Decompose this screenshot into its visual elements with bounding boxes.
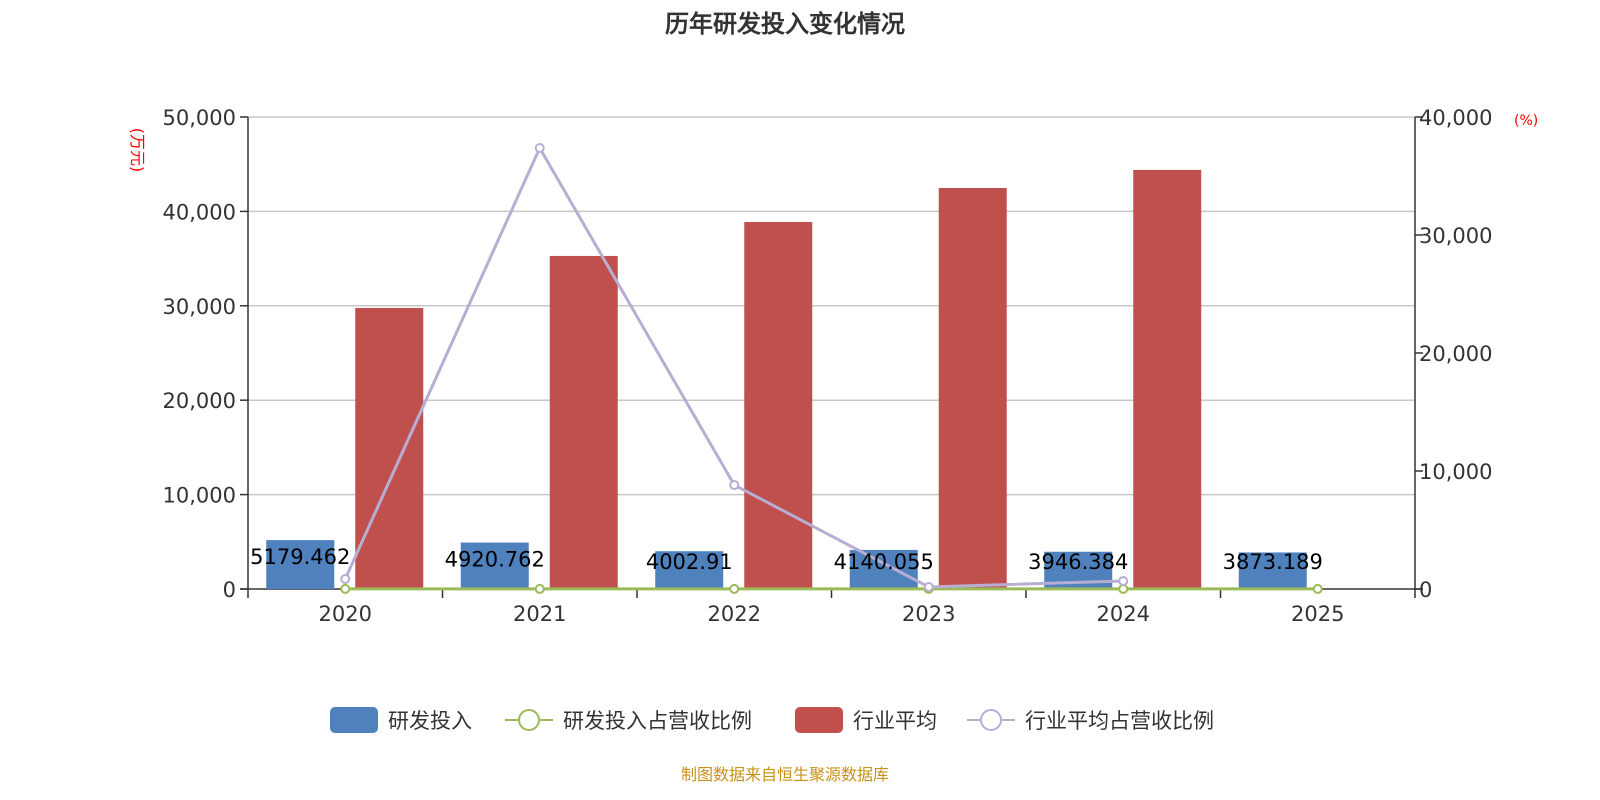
y-left-tick-label: 40,000 xyxy=(163,200,236,224)
bar-rd-investment xyxy=(849,549,918,589)
bar-data-label: 3946.384 xyxy=(1028,550,1128,574)
bar-industry-average xyxy=(1133,169,1202,589)
x-tick-label: 2023 xyxy=(902,602,955,626)
y-right-tick-label: 10,000 xyxy=(1419,460,1492,484)
industry-ratio-point xyxy=(923,581,934,592)
footer-source: 制图数据来自恒生聚源数据库 xyxy=(681,765,889,784)
rd-ratio-point xyxy=(729,583,740,594)
x-tick-label: 2025 xyxy=(1291,602,1344,626)
y-right-unit-label: (%) xyxy=(1514,113,1538,129)
bar-data-label: 4002.91 xyxy=(646,550,733,574)
bar-data-label: 5179.462 xyxy=(250,545,350,569)
y-left-tick-label: 20,000 xyxy=(163,389,236,413)
x-tick-label: 2024 xyxy=(1097,602,1150,626)
industry-ratio-point xyxy=(729,480,740,491)
legend-label[interactable]: 研发投入占营收比例 xyxy=(563,709,752,733)
legend-swatch-marker xyxy=(980,709,1002,731)
bar-rd-investment xyxy=(460,542,529,589)
industry-ratio-point xyxy=(534,143,545,154)
x-tick-label: 2020 xyxy=(319,602,372,626)
y-left-tick-label: 30,000 xyxy=(163,295,236,319)
legend: 研发投入 研发投入占营收比例 行业平均 行业平均占营收比例 xyxy=(330,707,1214,733)
grid xyxy=(248,116,1415,496)
bar-rd-investment xyxy=(266,540,335,589)
y-left-unit-label: (万元) xyxy=(128,128,147,173)
legend-label[interactable]: 行业平均 xyxy=(853,709,937,733)
bar-rd-investment xyxy=(655,551,724,589)
rd-ratio-point xyxy=(1312,583,1323,594)
rd-ratio-point xyxy=(1118,583,1129,594)
bar-industry-average xyxy=(744,221,813,590)
rd-ratio-point xyxy=(534,583,545,594)
legend-label[interactable]: 行业平均占营收比例 xyxy=(1025,709,1214,733)
x-tick-label: 2021 xyxy=(513,602,566,626)
y-right-tick-label: 20,000 xyxy=(1419,342,1492,366)
legend-swatch-bar xyxy=(330,707,378,733)
bar-data-label: 3873.189 xyxy=(1223,550,1323,574)
y-right-tick-label: 30,000 xyxy=(1419,224,1492,248)
axes: 0 10,000 20,000 30,000 40,000 50,000 0 10,000 20… xyxy=(128,106,1538,626)
marks: 5179.462 4920.762 4002.91 4140.055 3946.384 3… xyxy=(250,143,1323,594)
industry-ratio-point xyxy=(1118,575,1129,586)
y-right-tick-label: 0 xyxy=(1419,578,1432,602)
y-right-tick-label: 40,000 xyxy=(1419,106,1492,130)
y-left-tick-label: 10,000 xyxy=(163,484,236,508)
industry-ratio-point xyxy=(340,573,351,584)
bar-industry-average xyxy=(549,255,618,590)
y-left-tick-label: 0 xyxy=(223,578,236,602)
bar-industry-average xyxy=(355,307,424,589)
legend-swatch-bar xyxy=(795,707,843,733)
x-tick-label: 2022 xyxy=(708,602,761,626)
bar-industry-average xyxy=(938,187,1007,589)
chart-title: 历年研发投入变化情况 xyxy=(665,10,905,38)
bar-data-label: 4140.055 xyxy=(834,550,934,574)
legend-swatch-marker xyxy=(518,709,540,731)
legend-label[interactable]: 研发投入 xyxy=(388,709,472,733)
y-left-tick-label: 50,000 xyxy=(163,106,236,130)
bar-data-label: 4920.762 xyxy=(445,548,545,572)
bar-rd-investment xyxy=(1238,552,1307,589)
rd-ratio-point xyxy=(340,583,351,594)
